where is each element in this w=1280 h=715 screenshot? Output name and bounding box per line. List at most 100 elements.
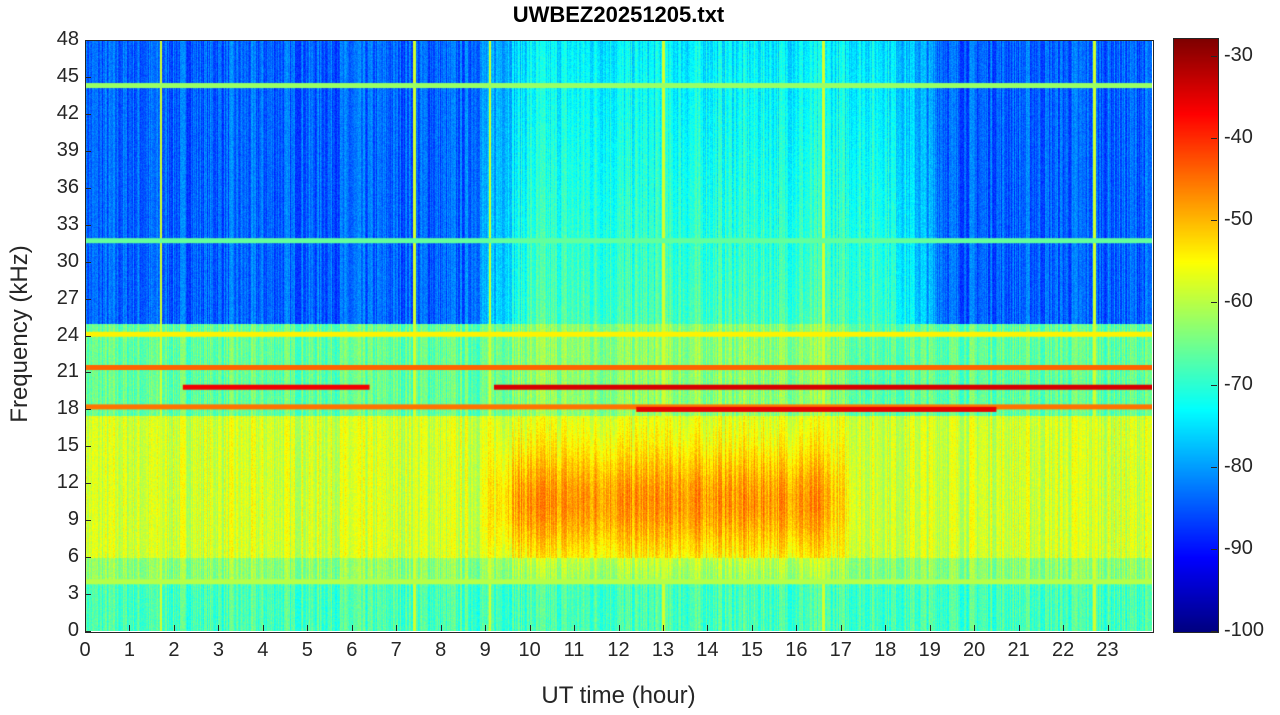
y-tick-mark — [85, 187, 91, 189]
y-tick-mark — [85, 520, 91, 522]
x-tick-label: 0 — [79, 639, 91, 661]
x-tick-mark — [751, 625, 753, 631]
x-tick-label: 14 — [696, 639, 719, 661]
x-tick-mark — [885, 625, 887, 631]
x-tick-label: 4 — [257, 639, 269, 661]
x-tick-mark — [218, 625, 220, 631]
x-tick-label: 8 — [435, 639, 447, 661]
x-tick-label: 5 — [301, 639, 313, 661]
x-tick-mark — [618, 625, 620, 631]
x-tick-label: 1 — [123, 639, 136, 661]
x-axis-label: UT time (hour) — [541, 682, 696, 709]
colorbar — [1173, 38, 1219, 633]
y-tick-mark — [85, 557, 91, 559]
colorbar-tick-label: -60 — [1224, 290, 1253, 313]
y-tick-mark — [85, 631, 91, 632]
x-tick-label: 17 — [829, 639, 852, 661]
x-tick-label: 12 — [607, 639, 630, 661]
y-tick-mark — [85, 446, 91, 448]
x-tick-mark — [351, 625, 353, 631]
colorbar-tick-label: -40 — [1224, 126, 1253, 149]
y-tick-label: 3 — [67, 582, 79, 605]
y-tick-mark — [85, 40, 91, 41]
y-tick-label: 12 — [56, 471, 79, 494]
y-tick-label: 30 — [56, 249, 79, 272]
x-tick-label: 20 — [963, 639, 986, 661]
x-tick-mark — [574, 625, 576, 631]
y-tick-mark — [85, 150, 91, 152]
y-tick-label: 36 — [56, 175, 79, 198]
x-tick-label: 13 — [651, 639, 675, 661]
spectrogram-heatmap — [85, 40, 1152, 631]
colorbar-tick-mark — [1211, 384, 1217, 386]
x-tick-mark — [129, 625, 131, 631]
y-tick-label: 33 — [56, 212, 79, 235]
x-tick-mark — [396, 625, 398, 631]
y-tick-label: 21 — [56, 360, 79, 383]
y-tick-mark — [85, 76, 91, 78]
x-tick-mark — [929, 625, 931, 631]
x-tick-mark — [1063, 625, 1065, 631]
x-tick-label: 9 — [479, 639, 491, 661]
y-tick-mark — [85, 298, 91, 300]
y-tick-label: 0 — [67, 619, 79, 641]
x-tick-label: 21 — [1007, 639, 1030, 661]
x-tick-mark — [662, 625, 664, 631]
colorbar-tick-mark — [1211, 220, 1217, 222]
y-tick-label: 42 — [56, 101, 79, 124]
y-tick-mark — [85, 372, 91, 374]
x-tick-mark — [485, 625, 487, 631]
x-tick-mark — [1018, 625, 1020, 631]
x-tick-label: 10 — [518, 639, 541, 661]
x-tick-label: 3 — [212, 639, 224, 661]
x-tick-label: 2 — [168, 639, 180, 661]
x-tick-label: 6 — [346, 639, 358, 661]
y-tick-mark — [85, 483, 91, 485]
x-tick-mark — [707, 625, 709, 631]
y-tick-label: 27 — [56, 286, 79, 309]
y-tick-label: 48 — [56, 28, 79, 50]
y-tick-label: 39 — [56, 138, 79, 161]
colorbar-tick-mark — [1211, 138, 1217, 140]
x-tick-label: 18 — [874, 639, 897, 661]
y-tick-mark — [85, 113, 91, 115]
x-tick-mark — [974, 625, 976, 631]
y-tick-label: 18 — [56, 397, 79, 420]
colorbar-tick-label: -30 — [1224, 44, 1253, 67]
x-tick-mark — [173, 625, 175, 631]
y-tick-label: 9 — [67, 508, 79, 531]
colorbar-tick-mark — [1211, 56, 1217, 58]
y-tick-mark — [85, 261, 91, 263]
x-tick-mark — [796, 625, 798, 631]
colorbar-tick-label: -90 — [1224, 536, 1253, 559]
x-tick-label: 11 — [563, 639, 585, 661]
x-tick-mark — [1107, 625, 1109, 631]
x-tick-label: 22 — [1051, 639, 1075, 661]
colorbar-tick-mark — [1211, 302, 1217, 304]
y-tick-label: 24 — [56, 323, 79, 346]
x-tick-mark — [840, 625, 842, 631]
x-tick-label: 19 — [918, 639, 941, 661]
colorbar-tick-mark — [1211, 631, 1217, 632]
plot-area — [85, 40, 1154, 633]
y-tick-label: 45 — [56, 64, 79, 87]
y-axis-label: Frequency (kHz) — [6, 245, 33, 423]
x-tick-mark — [307, 625, 309, 631]
y-tick-label: 15 — [56, 434, 79, 457]
colorbar-tick-label: -50 — [1224, 208, 1253, 231]
colorbar-tick-mark — [1211, 548, 1217, 550]
chart-title: UWBEZ20251205.txt — [512, 2, 725, 27]
x-tick-label: 23 — [1096, 639, 1119, 661]
y-tick-label: 6 — [67, 545, 79, 568]
x-tick-mark — [440, 625, 442, 631]
colorbar-tick-label: -80 — [1224, 454, 1253, 477]
x-tick-label: 7 — [390, 639, 402, 661]
x-tick-mark — [262, 625, 264, 631]
y-tick-mark — [85, 224, 91, 226]
colorbar-tick-label: -100 — [1224, 619, 1265, 641]
x-tick-mark — [529, 625, 531, 631]
x-tick-mark — [85, 625, 86, 631]
y-tick-mark — [85, 335, 91, 337]
colorbar-tick-label: -70 — [1224, 372, 1253, 395]
x-tick-label: 16 — [785, 639, 808, 661]
